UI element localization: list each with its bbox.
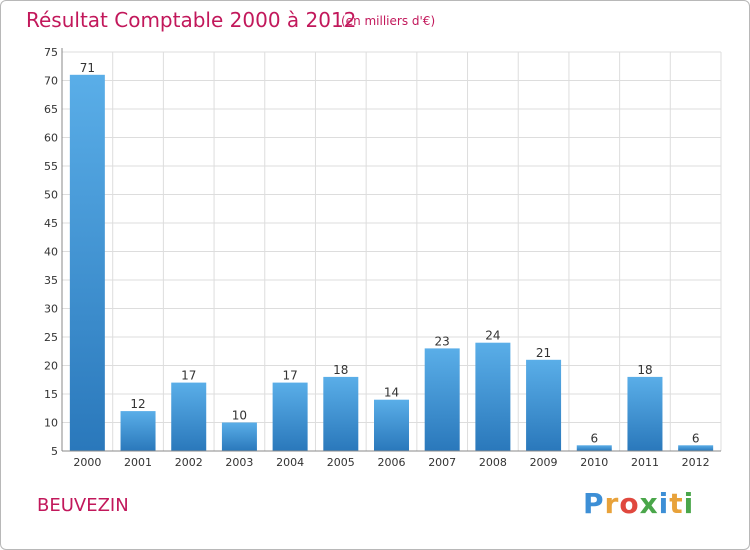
- y-tick-label: 5: [51, 445, 58, 458]
- bar: [374, 399, 409, 451]
- y-tick-label: 60: [44, 132, 58, 145]
- data-label: 18: [637, 363, 652, 377]
- x-tick-label: 2001: [124, 456, 152, 469]
- data-label: 12: [130, 397, 145, 411]
- y-tick-label: 20: [44, 360, 58, 373]
- logo-letter: r: [604, 487, 620, 520]
- bar: [475, 342, 511, 451]
- logo-letter: i: [658, 487, 670, 520]
- bar: [120, 411, 156, 451]
- y-tick-label: 35: [44, 274, 58, 287]
- data-label: 10: [232, 409, 247, 423]
- bar: [678, 445, 714, 451]
- data-label: 71: [80, 61, 95, 75]
- x-tick-label: 2004: [276, 456, 304, 469]
- commune-name: BEUVEZIN: [37, 495, 129, 516]
- y-tick-label: 50: [44, 189, 58, 202]
- data-label: 18: [333, 363, 348, 377]
- x-tick-label: 2006: [378, 456, 406, 469]
- data-label: 6: [692, 431, 700, 445]
- y-tick-label: 45: [44, 217, 58, 230]
- x-tick-label: 2008: [479, 456, 507, 469]
- grid-layer: [61, 51, 722, 451]
- logo-letter: P: [583, 487, 605, 520]
- bar: [323, 376, 359, 451]
- chart-subtitle: (en milliers d'€): [341, 14, 435, 28]
- y-tick-label: 75: [44, 46, 58, 59]
- logo-letter: t: [669, 487, 684, 520]
- bar: [526, 359, 562, 451]
- bar: [221, 422, 257, 451]
- data-label: 17: [282, 369, 297, 383]
- proxiti-logo: Proxiti: [583, 487, 694, 520]
- x-tick-label: 2002: [175, 456, 203, 469]
- y-tick-label: 40: [44, 246, 58, 259]
- data-label: 17: [181, 369, 196, 383]
- y-tick-label: 15: [44, 388, 58, 401]
- bar: [576, 445, 612, 451]
- logo-letter: o: [619, 487, 640, 520]
- data-label: 14: [384, 386, 399, 400]
- bar: [424, 348, 460, 451]
- y-tick-label: 55: [44, 160, 58, 173]
- x-tick-label: 2000: [73, 456, 101, 469]
- data-label: 21: [536, 346, 551, 360]
- y-tick-label: 65: [44, 103, 58, 116]
- x-tick-label: 2012: [682, 456, 710, 469]
- x-tick-label: 2010: [580, 456, 608, 469]
- y-tick-label: 30: [44, 303, 58, 316]
- chart-title: Résultat Comptable 2000 à 2012: [26, 8, 356, 32]
- x-tick-label: 2003: [225, 456, 253, 469]
- logo-letter: i: [683, 487, 695, 520]
- data-label: 23: [435, 334, 450, 348]
- bar: [69, 74, 105, 452]
- bar: [171, 382, 207, 451]
- bar: [627, 376, 663, 451]
- y-tick-label: 10: [44, 417, 58, 430]
- logo-letter: x: [639, 487, 659, 520]
- data-label: 24: [485, 329, 500, 343]
- bar: [272, 382, 308, 451]
- x-tick-label: 2005: [327, 456, 355, 469]
- y-tick-label: 70: [44, 75, 58, 88]
- y-tick-label: 25: [44, 331, 58, 344]
- x-tick-label: 2007: [428, 456, 456, 469]
- x-tick-label: 2009: [530, 456, 558, 469]
- axis-layer: 5 10 15 20 25 30 35 40 45 50 55 60 65 70 75 71 2000 12 200…: [44, 46, 721, 469]
- bar-layer: [69, 74, 714, 452]
- x-tick-label: 2011: [631, 456, 659, 469]
- data-label: 6: [590, 431, 598, 445]
